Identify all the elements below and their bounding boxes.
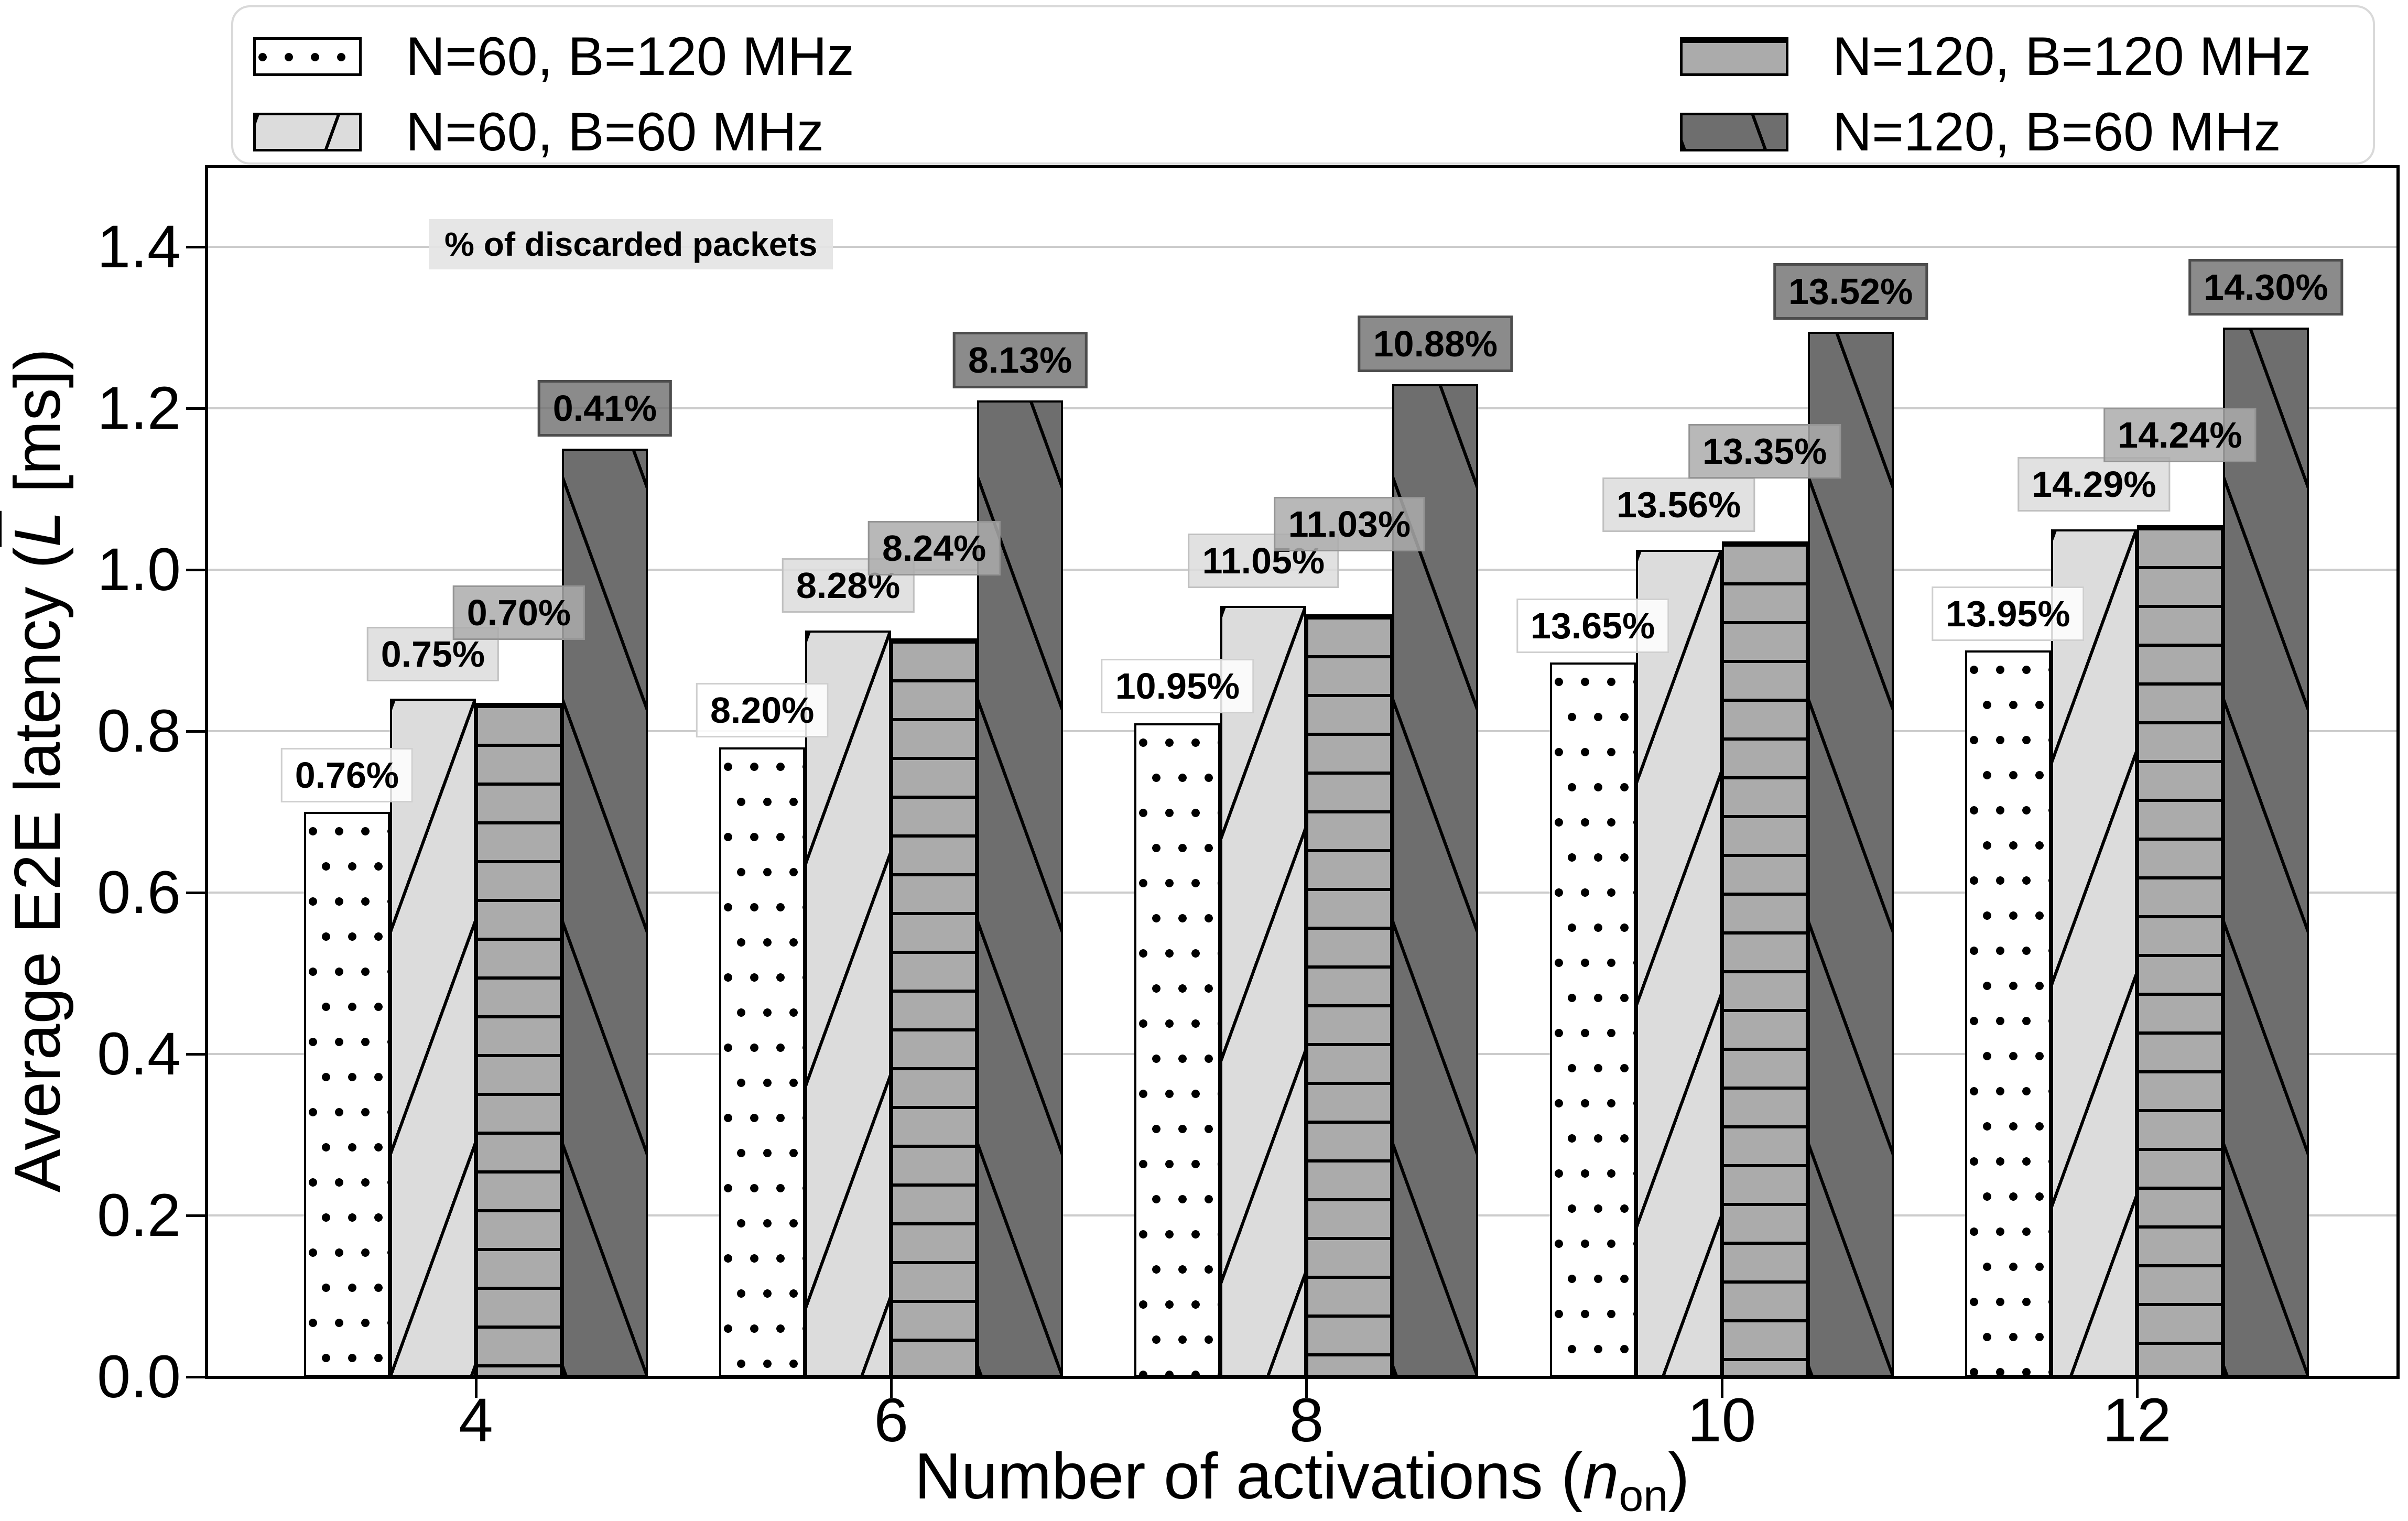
bar xyxy=(389,699,476,1377)
bar-label: 14.30% xyxy=(2188,258,2344,316)
bar-label: 0.70% xyxy=(452,585,585,640)
legend: N=60, B=120 MHz N=60, B=60 MHz N=120, B=… xyxy=(231,5,2375,165)
bar xyxy=(475,703,562,1377)
x-axis-title-sub: on xyxy=(1619,1471,1668,1520)
legend-swatch-forward-hatch-icon xyxy=(253,113,362,151)
bar-label: 8.24% xyxy=(867,520,1001,575)
y-axis-spine xyxy=(205,165,208,1379)
gridline xyxy=(208,407,2396,409)
legend-label: N=120, B=120 MHz xyxy=(1832,26,2312,87)
y-tick-mark xyxy=(186,892,205,894)
bar xyxy=(1965,650,2051,1377)
bar-label: 14.29% xyxy=(2017,457,2171,512)
x-tick-label: 12 xyxy=(2102,1386,2172,1455)
y-tick-mark xyxy=(186,1214,205,1217)
y-axis-title-suffix: [ms]) xyxy=(2,348,74,511)
bar xyxy=(1220,606,1307,1377)
bar-label: 10.95% xyxy=(1101,659,1254,714)
gridline xyxy=(208,246,2396,248)
x-tick-label: 4 xyxy=(459,1386,493,1455)
bar-label: 13.95% xyxy=(1932,586,2085,641)
y-tick-label: 0.6 xyxy=(97,859,181,926)
x-tick-label: 8 xyxy=(1289,1386,1324,1455)
bar xyxy=(719,747,806,1377)
bar xyxy=(1635,549,1722,1377)
bar xyxy=(2136,525,2223,1377)
bar-label: 14.24% xyxy=(2103,408,2257,463)
bar xyxy=(1549,662,1636,1377)
legend-item: N=60, B=120 MHz xyxy=(253,27,854,86)
x-tick-label: 10 xyxy=(1687,1386,1756,1455)
y-axis-title-text: Average E2E latency ( xyxy=(2,547,74,1193)
y-axis-title: Average E2E latency (L [ms]) xyxy=(2,348,74,1193)
bar-label: 0.41% xyxy=(537,379,672,437)
y-tick-mark xyxy=(186,407,205,410)
top-spine xyxy=(205,165,2400,168)
x-axis-spine xyxy=(205,1376,2400,1379)
bar xyxy=(2222,328,2309,1377)
y-tick-mark xyxy=(186,730,205,733)
bar-label: 13.65% xyxy=(1516,598,1669,653)
bar xyxy=(303,812,390,1377)
legend-label: N=60, B=60 MHz xyxy=(406,102,824,162)
x-axis-title-suffix: ) xyxy=(1668,1440,1690,1513)
legend-swatch-horizontal-lines-icon xyxy=(1680,37,1788,76)
y-tick-label: 1.0 xyxy=(97,536,181,603)
y-tick-mark xyxy=(186,1376,205,1378)
bar xyxy=(1306,614,1393,1377)
x-tick-mark xyxy=(474,1379,478,1398)
bar xyxy=(2051,529,2137,1377)
x-tick-label: 6 xyxy=(874,1386,909,1455)
x-axis-title-text: Number of activations ( xyxy=(914,1440,1583,1513)
y-tick-label: 0.0 xyxy=(97,1343,181,1410)
bar-label: 13.52% xyxy=(1773,263,1928,320)
x-tick-mark xyxy=(1305,1379,1308,1398)
x-axis-title-var: n xyxy=(1582,1440,1619,1513)
legend-item: N=120, B=60 MHz xyxy=(1680,103,2281,161)
bar xyxy=(1134,723,1221,1377)
x-tick-mark xyxy=(1720,1379,1723,1398)
y-axis-title-var: L xyxy=(2,510,74,547)
legend-label: N=120, B=60 MHz xyxy=(1832,102,2281,162)
bar-label: 13.56% xyxy=(1602,477,1755,532)
bar-label: 8.20% xyxy=(696,683,829,738)
bar xyxy=(1721,541,1808,1377)
bar-label: 13.35% xyxy=(1688,423,1841,479)
bar-label: 11.03% xyxy=(1274,496,1425,551)
bar xyxy=(1807,331,1894,1377)
y-tick-label: 0.2 xyxy=(97,1182,181,1249)
bar-label: 0.75% xyxy=(366,626,500,681)
bar xyxy=(805,630,892,1377)
x-axis-title: Number of activations (non) xyxy=(915,1442,1690,1521)
bar-label: 0.76% xyxy=(280,747,414,802)
legend-label: N=60, B=120 MHz xyxy=(406,26,854,87)
legend-item: N=120, B=120 MHz xyxy=(1680,27,2311,86)
y-tick-label: 1.4 xyxy=(97,213,181,280)
legend-swatch-back-hatch-icon xyxy=(1680,113,1788,151)
y-tick-label: 1.2 xyxy=(97,375,181,442)
bar-label: 10.88% xyxy=(1358,315,1513,372)
legend-item: N=60, B=60 MHz xyxy=(253,103,824,161)
x-tick-mark xyxy=(2135,1379,2139,1398)
y-tick-label: 0.8 xyxy=(97,698,181,765)
annotation-discarded-packets: % of discarded packets xyxy=(429,219,833,269)
legend-swatch-dots-icon xyxy=(253,37,362,76)
y-tick-mark xyxy=(186,246,205,248)
y-tick-mark xyxy=(186,1053,205,1056)
x-tick-mark xyxy=(890,1379,893,1398)
bar xyxy=(891,638,978,1377)
bar-label: 8.13% xyxy=(952,331,1088,388)
y-tick-mark xyxy=(186,569,205,571)
y-tick-label: 0.4 xyxy=(97,1020,181,1088)
right-spine xyxy=(2396,165,2400,1379)
